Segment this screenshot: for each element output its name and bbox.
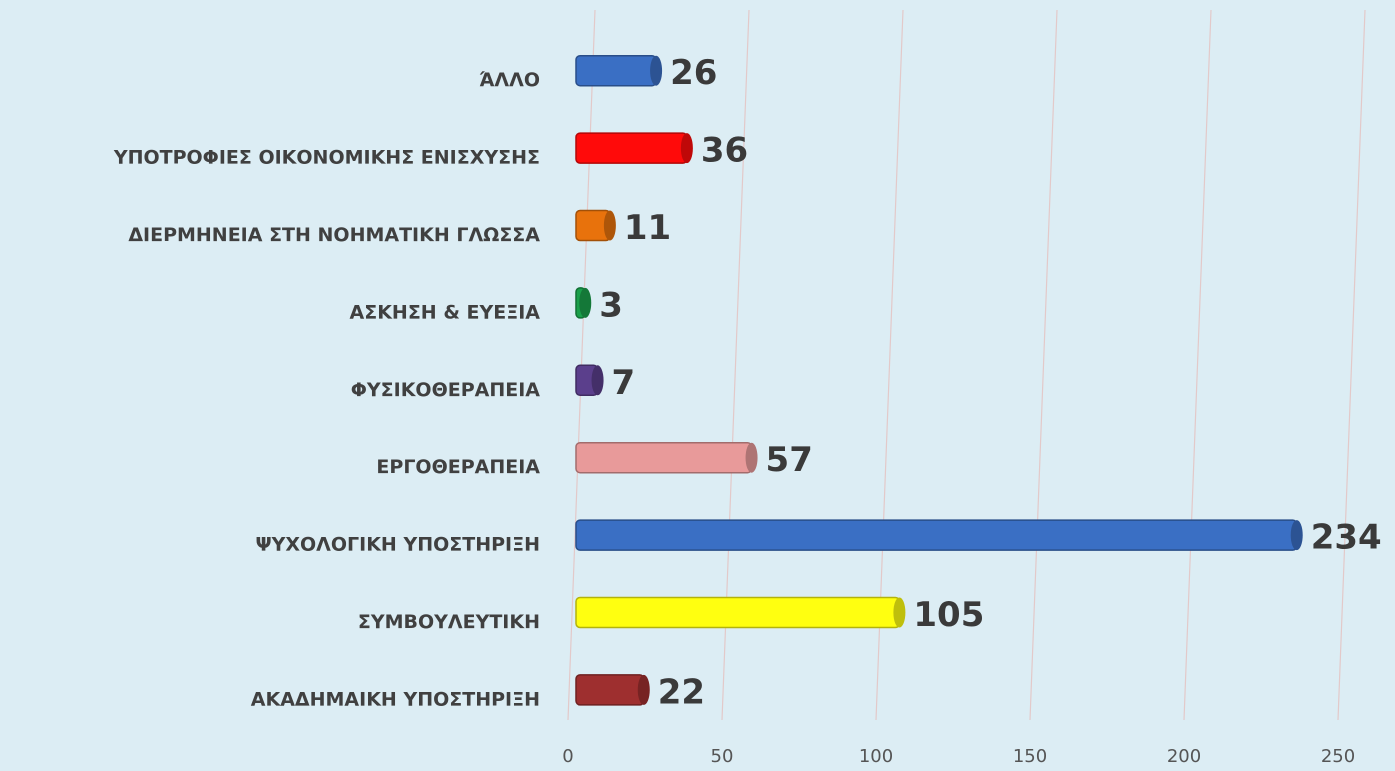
bar-cap [1290,520,1303,551]
data-label: 26 [670,53,717,93]
data-label: 234 [1311,518,1382,558]
bar [575,132,688,164]
bar-cap [745,442,758,473]
x-tick-label: 150 [1013,746,1047,767]
y-tick-label: ΦΥΣΙΚΟΘΕΡΑΠΕΙΑ [351,379,541,401]
data-label: 3 [599,285,623,325]
bar-cap [680,133,693,164]
data-label: 36 [701,131,748,171]
bar-cap [893,597,906,628]
data-label: 57 [766,440,813,480]
y-tick-label: ΣΥΜΒΟΥΛΕΥΤΙΚΗ [358,611,540,633]
bar [575,674,645,706]
bar [575,596,901,629]
bar [575,441,753,474]
x-tick-label: 0 [562,746,573,767]
y-tick-label: ΆΛΛΟ [479,69,540,91]
data-label: 105 [913,595,984,635]
bar [575,519,1298,551]
x-tick-label: 100 [859,746,893,767]
x-tick-label: 250 [1321,746,1355,767]
y-tick-label: ΑΚΑΔΗΜΑΙΚΗ ΥΠΟΣΤΗΡΙΞΗ [251,688,540,710]
x-tick-label: 200 [1167,746,1201,767]
y-tick-label: ΑΣΚΗΣΗ & ΕΥΕΞΙΑ [350,301,541,323]
y-tick-label: ΥΠΟΤΡΟΦΙΕΣ ΟΙΚΟΝΟΜΙΚΗΣ ΕΝΙΣΧΥΣΗΣ [113,147,540,169]
bar [575,54,657,87]
bar-cap [591,365,604,396]
bar-cap [579,287,592,318]
bar-cap [637,674,650,705]
x-tick-label: 50 [711,746,734,767]
data-label: 7 [612,363,636,403]
data-label: 22 [658,672,705,712]
bar-cap [650,55,663,86]
grid-line [1029,9,1058,721]
y-tick-label: ΔΙΕΡΜΗΝΕΙΑ ΣΤΗ ΝΟΗΜΑΤΙΚΗ ΓΛΩΣΣΑ [128,224,540,246]
grid-line [1183,9,1212,721]
y-tick-label: ΕΡΓΟΘΕΡΑΠΕΙΑ [376,456,540,478]
data-label: 11 [624,208,671,248]
grid-line [1337,9,1366,721]
bar-cap [603,210,616,241]
y-tick-label: ΨΥΧΟΛΟΓΙΚΗ ΥΠΟΣΤΗΡΙΞΗ [255,534,540,556]
